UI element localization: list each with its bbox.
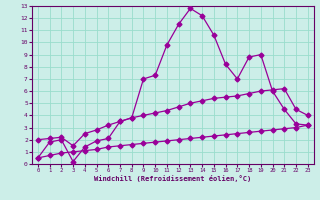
X-axis label: Windchill (Refroidissement éolien,°C): Windchill (Refroidissement éolien,°C) <box>94 175 252 182</box>
